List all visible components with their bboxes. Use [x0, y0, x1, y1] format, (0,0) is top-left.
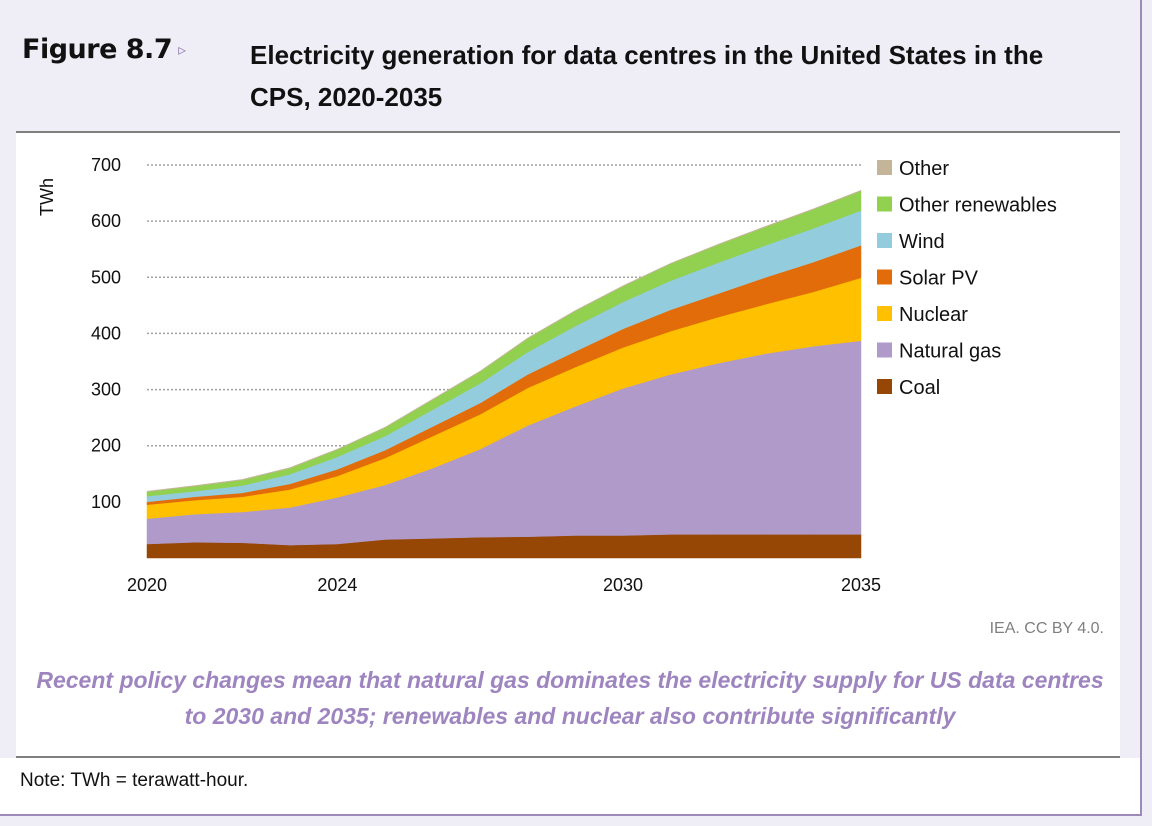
figure-frame	[0, 0, 1142, 816]
y-tick-500: 500	[91, 267, 121, 287]
legend-swatch-solar-pv	[877, 269, 892, 285]
credit-text: IEA. CC BY 4.0.	[989, 620, 1104, 637]
area-other	[146, 189, 862, 493]
note-band	[0, 758, 1140, 814]
legend-swatch-wind	[877, 233, 892, 248]
legend: Other Other renewables Wind Solar PV Nuclear…	[877, 158, 1057, 399]
figure-number: Figure 8.7	[22, 34, 173, 65]
x-tick-2030: 2030	[603, 575, 643, 595]
legend-label-solar-pv: Solar PV	[899, 268, 979, 290]
top-rule	[16, 131, 1120, 133]
x-tick-2020: 2020	[127, 575, 167, 595]
figure-arrow-icon: ▹	[178, 40, 186, 59]
legend-swatch-nuclear	[877, 306, 892, 321]
legend-swatch-coal	[877, 379, 892, 394]
legend-swatch-natural-gas	[877, 342, 892, 358]
legend-label-other-renewables: Other renewables	[899, 195, 1057, 217]
x-tick-2035: 2035	[841, 575, 881, 595]
legend-label-nuclear: Nuclear	[899, 304, 968, 326]
y-tick-200: 200	[91, 436, 121, 456]
figure-caption: Recent policy changes mean that natural …	[36, 667, 1104, 729]
y-tick-100: 100	[91, 492, 121, 512]
legend-swatch-other	[877, 160, 892, 175]
x-axis-ticks: 2020 2024 2030 2035	[127, 575, 881, 595]
footnote: Note: TWh = terawatt-hour.	[20, 770, 249, 791]
legend-label-natural-gas: Natural gas	[899, 341, 1001, 363]
stacked-areas	[146, 189, 862, 559]
y-tick-400: 400	[91, 323, 121, 343]
y-tick-600: 600	[91, 211, 121, 231]
y-tick-300: 300	[91, 380, 121, 400]
bottom-rule	[16, 756, 1120, 758]
figure-label: Figure 8.7 ▹	[22, 34, 186, 65]
y-tick-700: 700	[91, 155, 121, 175]
x-tick-2024: 2024	[317, 575, 357, 595]
legend-label-other: Other	[899, 158, 949, 180]
figure-title: Electricity generation for data centres …	[250, 40, 1044, 112]
y-axis-ticks: 100 200 300 400 500 600 700	[91, 155, 121, 512]
legend-label-wind: Wind	[899, 231, 945, 253]
legend-swatch-other-renewables	[877, 196, 892, 212]
legend-label-coal: Coal	[899, 377, 940, 399]
y-axis-label: TWh	[37, 178, 57, 216]
